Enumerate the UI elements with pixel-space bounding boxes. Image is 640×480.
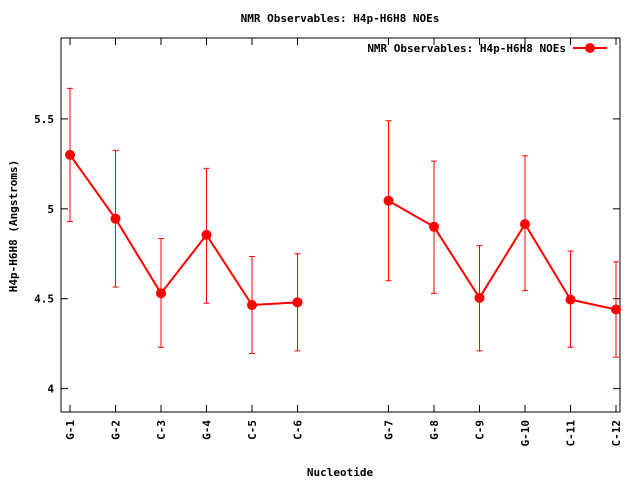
- data-point: [429, 221, 439, 232]
- data-point: [201, 229, 212, 240]
- x-tick-label: G-8: [428, 420, 441, 440]
- data-point: [474, 292, 485, 303]
- legend: NMR Observables: H4p-H6H8 NOEs: [367, 42, 607, 55]
- y-axis-label: H4p-H6H8 (Angstroms): [7, 160, 20, 292]
- y-tick-label: 5.5: [34, 113, 54, 126]
- y-tick-label: 4.5: [34, 293, 54, 306]
- data-point: [65, 149, 75, 160]
- legend-label: NMR Observables: H4p-H6H8 NOEs: [367, 42, 566, 55]
- x-tick-label: G-10: [519, 420, 532, 447]
- y-axis: 4 4.5 5 5.5: [34, 113, 620, 396]
- y-tick-label: 4: [47, 383, 54, 396]
- chart-title: NMR Observables: H4p-H6H8 NOEs: [241, 12, 440, 25]
- series-h4p-h6h8: [65, 87, 621, 358]
- data-point: [611, 304, 621, 315]
- x-tick-label: C-6: [292, 420, 305, 440]
- series-line: [388, 199, 617, 311]
- x-tick-label: G-2: [110, 420, 123, 440]
- plot-frame: [60, 37, 621, 413]
- x-tick-label: C-11: [565, 420, 578, 447]
- data-point: [247, 300, 257, 311]
- x-axis-label: Nucleotide: [307, 466, 374, 479]
- data-point: [565, 294, 576, 305]
- x-axis: G-1 G-2 C-3 G-4 C-5 C-6 G-7 G-8 C-9 G-10 C-11 C-12: [64, 38, 623, 447]
- x-tick-label: G-4: [201, 420, 214, 440]
- data-point: [292, 297, 303, 308]
- x-tick-label: C-3: [155, 420, 168, 440]
- data-point: [156, 288, 166, 299]
- data-point: [383, 195, 394, 206]
- x-tick-label: G-7: [383, 420, 396, 440]
- x-tick-label: C-12: [610, 420, 623, 447]
- x-tick-label: C-5: [246, 420, 259, 440]
- series-line: [69, 154, 298, 307]
- data-point: [520, 219, 530, 230]
- x-tick-label: G-1: [64, 420, 77, 440]
- x-tick-label: C-9: [474, 420, 487, 440]
- data-point: [110, 213, 121, 224]
- legend-marker: [585, 43, 595, 53]
- y-tick-label: 5: [47, 203, 54, 216]
